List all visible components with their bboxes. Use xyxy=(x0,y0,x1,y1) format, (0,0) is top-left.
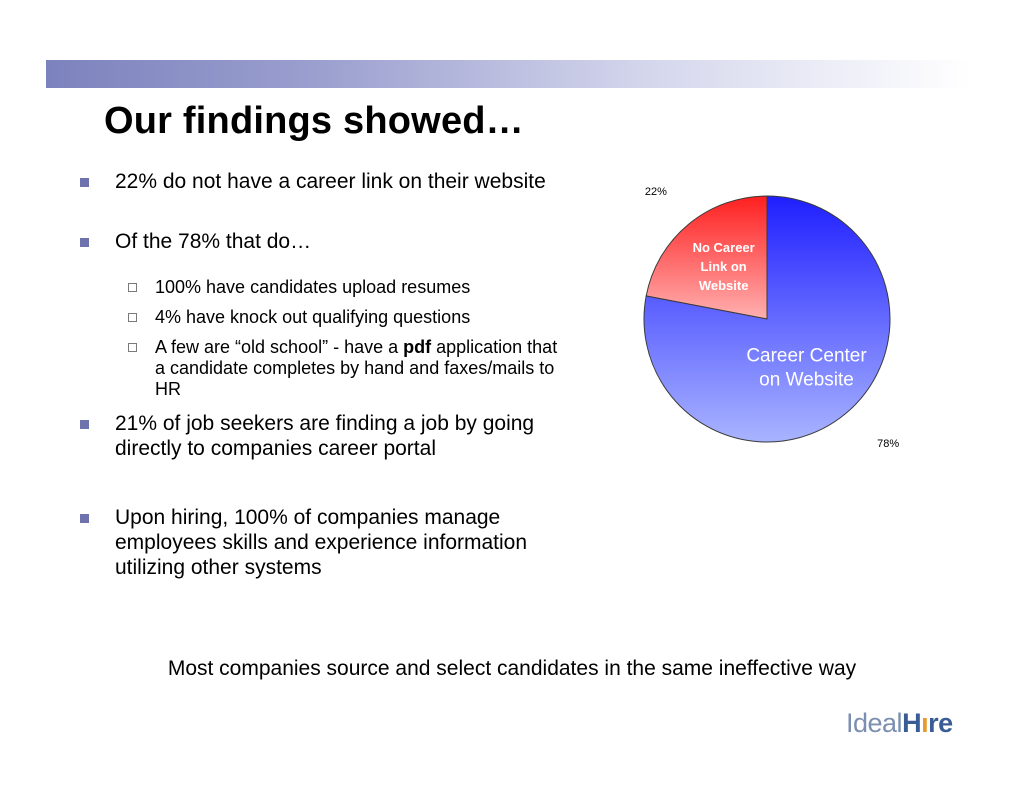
pie-slice xyxy=(643,195,891,443)
sub-bullet-box-icon xyxy=(128,343,137,352)
slide-title: Our findings showed… xyxy=(104,100,524,142)
pie-slice-label: Website xyxy=(699,278,749,293)
bullet-text: 22% do not have a career link on their w… xyxy=(115,170,546,193)
bullet-text: directly to companies career portal xyxy=(115,437,436,460)
pie-slice-label: on Website xyxy=(759,369,854,390)
idealhire-logo: IdealHıre xyxy=(846,708,953,738)
sub-bullet-text: HR xyxy=(155,379,181,399)
bullet-text: employees skills and experience informat… xyxy=(115,531,528,554)
pie-slice-label: No Career xyxy=(693,240,755,255)
sub-bullet-text: 100% have candidates upload resumes xyxy=(155,277,471,297)
pie-value-label: 78% xyxy=(877,438,899,450)
bullet-text: 21% of job seekers are finding a job by … xyxy=(115,412,535,435)
sub-bullet-text: 4% have knock out qualifying questions xyxy=(155,307,471,327)
pie-chart: No Career Link on Website 22% Career Center o… xyxy=(643,186,899,450)
pie-slice xyxy=(645,195,768,320)
bullet-text: Of the 78% that do… xyxy=(115,230,312,253)
bullet-square-icon xyxy=(80,178,89,187)
pie-slice-label: Career Center xyxy=(746,345,867,366)
pie-slice-label: Link on xyxy=(701,259,747,274)
sub-bullet-box-icon xyxy=(128,313,137,322)
bullet-square-icon xyxy=(80,514,89,523)
bullet-text: utilizing other systems xyxy=(115,556,322,579)
sub-bullet-box-icon xyxy=(128,283,137,292)
bullet-square-icon xyxy=(80,420,89,429)
footer-statement: Most companies source and select candida… xyxy=(167,657,857,680)
sub-bullet-text: A few are “old school” - have a pdf appl… xyxy=(155,337,558,357)
sub-bullet-text: a candidate completes by hand and faxes/… xyxy=(155,358,555,378)
title-accent-bar xyxy=(46,60,970,88)
bullet-text: Upon hiring, 100% of companies manage xyxy=(115,506,501,529)
pie-value-label: 22% xyxy=(645,186,667,198)
bullet-square-icon xyxy=(80,238,89,247)
